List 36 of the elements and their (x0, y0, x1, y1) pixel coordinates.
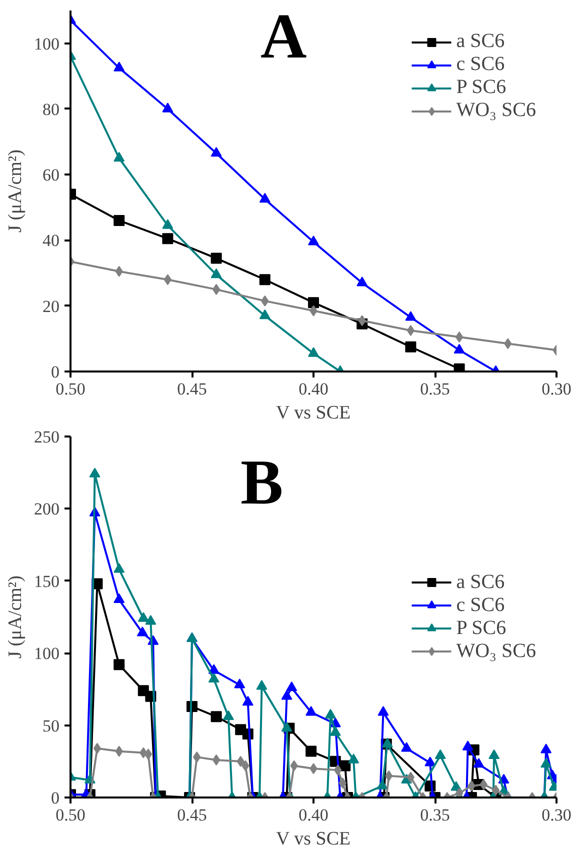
y-tick-label: 100 (34, 644, 60, 664)
x-tick-label: 0.30 (542, 806, 572, 824)
legend-label: WO₃ SC6 (456, 640, 536, 662)
chart-title: A (260, 0, 307, 72)
x-tick-label: 0.45 (177, 806, 207, 824)
x-tick-label: 0.50 (56, 380, 86, 398)
x-axis-title: V vs SCE (276, 828, 351, 850)
x-axis-title: V vs SCE (276, 402, 351, 424)
y-axis-title: J (μA/cm²) (5, 150, 26, 232)
legend-label: P SC6 (456, 76, 506, 99)
legend-label: a SC6 (456, 570, 505, 594)
y-axis-title: J (μA/cm²) (5, 576, 26, 658)
y-tick-label: 40 (42, 231, 60, 250)
y-tick-label: 50 (42, 716, 60, 736)
x-tick-label: 0.50 (56, 806, 86, 824)
y-tick-label: 60 (42, 166, 60, 185)
legend-label: WO₃ SC6 (456, 99, 536, 122)
x-tick-label: 0.40 (298, 806, 328, 824)
x-tick-label: 0.35 (420, 806, 450, 824)
y-tick-label: 100 (34, 34, 60, 54)
y-tick-label: 250 (34, 428, 60, 446)
legend-label: a SC6 (456, 30, 505, 53)
chart-title: B (240, 446, 284, 518)
legend-label: c SC6 (456, 594, 505, 616)
x-tick-label: 0.45 (177, 380, 207, 398)
legend-label: P SC6 (456, 616, 506, 640)
y-tick-label: 200 (34, 500, 60, 519)
y-tick-label: 150 (34, 572, 60, 591)
y-tick-label: 0 (51, 788, 60, 808)
x-tick-label: 0.35 (420, 380, 450, 398)
y-tick-label: 0 (51, 362, 60, 382)
y-tick-label: 20 (42, 296, 60, 316)
x-tick-label: 0.30 (542, 380, 572, 398)
legend-label: c SC6 (456, 53, 505, 76)
x-tick-label: 0.40 (298, 380, 328, 398)
y-tick-label: 80 (42, 100, 60, 119)
